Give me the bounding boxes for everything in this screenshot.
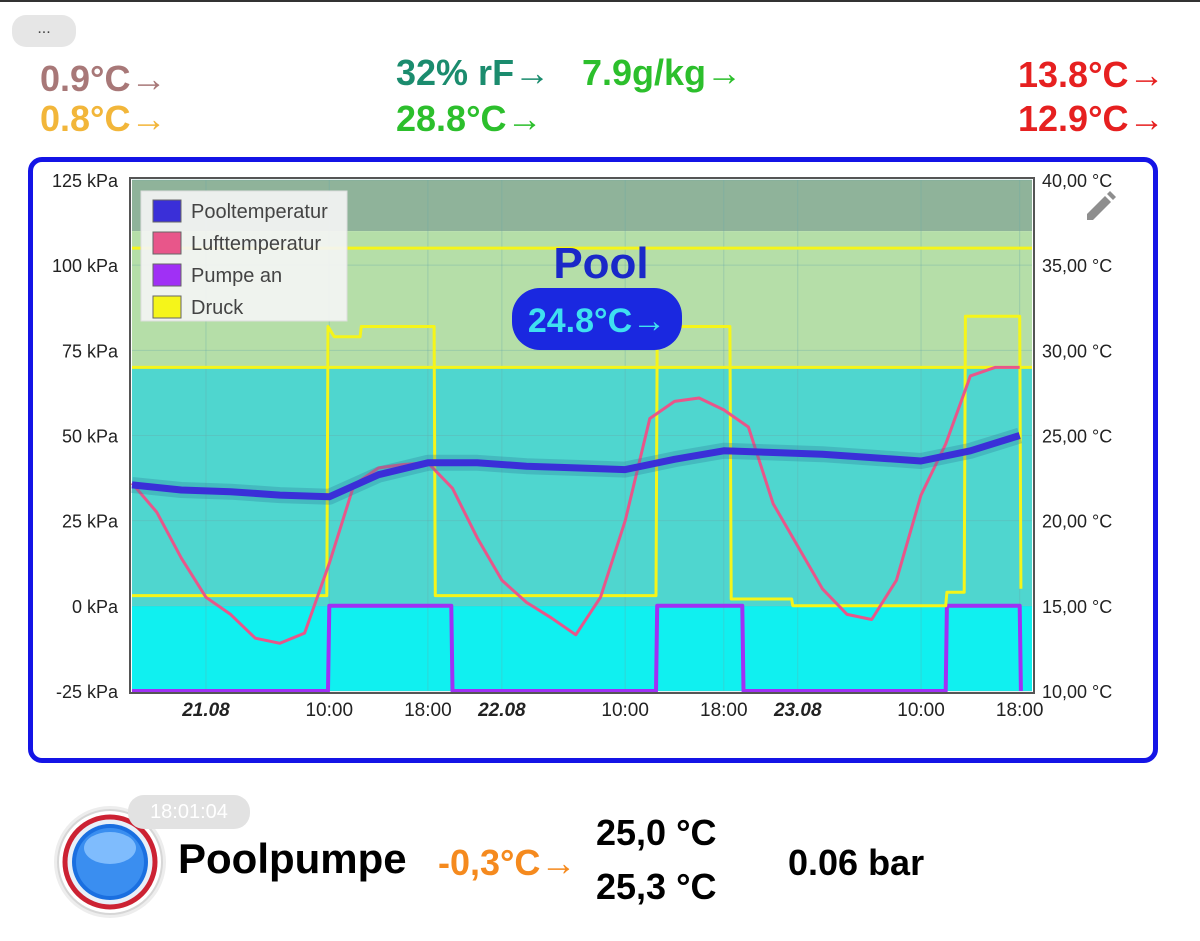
absolute-humidity-value: 7.9g/kg→: [582, 52, 743, 93]
bg-band-3: [132, 605, 1032, 691]
y-left-tick-label: 125 kPa: [52, 171, 119, 191]
legend-label: Pumpe an: [191, 265, 282, 287]
device-name: Poolpumpe: [178, 835, 407, 882]
y-right-tick-label: 20,00 °C: [1042, 512, 1112, 532]
y-left-tick-label: 0 kPa: [72, 597, 119, 617]
legend-swatch-pooltemperatur: [152, 199, 182, 223]
x-tick-label: 23.08: [773, 700, 822, 721]
bg-band-2: [132, 367, 1032, 606]
x-tick-label: 18:00: [996, 700, 1044, 721]
right-top-value: 13.8°C→: [1018, 54, 1165, 95]
x-tick-label: 22.08: [477, 700, 526, 721]
y-left-tick-label: 50 kPa: [62, 427, 119, 447]
x-tick-label: 10:00: [601, 700, 649, 721]
chart-title: Pool: [553, 239, 648, 288]
x-tick-label: 18:00: [700, 700, 748, 721]
x-tick-label: 10:00: [305, 700, 353, 721]
x-tick-label: 18:00: [404, 700, 452, 721]
pool-chart: 125 kPa 100 kPa 75 kPa 50 kPa 25 kPa 0 kPa -25…: [52, 171, 1116, 721]
y-left-tick-label: -25 kPa: [56, 682, 119, 702]
right-bottom-value: 12.9°C→: [1018, 98, 1165, 139]
y-right-tick-label: 40,00 °C: [1042, 171, 1112, 191]
chart-legend: Pooltemperatur Lufttemperatur Pumpe an Druc…: [140, 190, 348, 322]
legend-label: Pooltemperatur: [191, 201, 328, 223]
power-button-icon[interactable]: [52, 804, 168, 920]
y-right-tick-label: 10,00 °C: [1042, 682, 1112, 702]
pool-chart-card[interactable]: 125 kPa 100 kPa 75 kPa 50 kPa 25 kPa 0 kPa -25…: [28, 157, 1158, 763]
pressure-value: 0.06 bar: [788, 842, 925, 883]
series-line-lufttemperatur: [130, 365, 1020, 645]
left-top-value: 0.9°C→: [40, 58, 167, 99]
y-left-tick-label: 100 kPa: [52, 256, 119, 276]
badge-text: 24.8°C→: [528, 302, 666, 340]
legend-swatch-lufttemperatur: [152, 231, 182, 255]
y-right-tick-label: 15,00 °C: [1042, 597, 1112, 617]
y-left-tick-label: 75 kPa: [62, 341, 119, 361]
temperature-top: 25,0 °C: [596, 812, 717, 853]
series-line-druck: [132, 314, 1023, 608]
left-bottom-value: 0.8°C→: [40, 98, 167, 139]
legend-swatch-druck: [152, 295, 182, 319]
y-right-tick-label: 35,00 °C: [1042, 256, 1112, 276]
pool-temperature-badge[interactable]: 24.8°C→: [512, 288, 682, 350]
temperature-bottom: 25,3 °C: [596, 866, 717, 907]
menu-button[interactable]: ...: [12, 15, 76, 47]
pencil-icon[interactable]: [1087, 191, 1116, 220]
legend-swatch-pumpe-an: [152, 263, 182, 287]
series-line-pooltemperatur: [131, 432, 1021, 501]
legend-label: Lufttemperatur: [191, 233, 321, 255]
y-right-tick-label: 25,00 °C: [1042, 427, 1112, 447]
humidity-value: 32% rF→: [396, 52, 551, 93]
y-right-tick-label: 30,00 °C: [1042, 341, 1112, 361]
mid-temperature-value: 28.8°C→: [396, 98, 543, 139]
temperature-delta: -0,3°C→: [438, 842, 577, 883]
x-tick-label: 21.08: [181, 700, 230, 721]
legend-label: Druck: [191, 297, 244, 319]
x-tick-label: 10:00: [897, 700, 945, 721]
timestamp-badge: 18:01:04: [128, 795, 250, 829]
top-border: [0, 0, 1200, 2]
y-left-tick-label: 25 kPa: [62, 512, 119, 532]
plot-frame: [129, 177, 1035, 694]
